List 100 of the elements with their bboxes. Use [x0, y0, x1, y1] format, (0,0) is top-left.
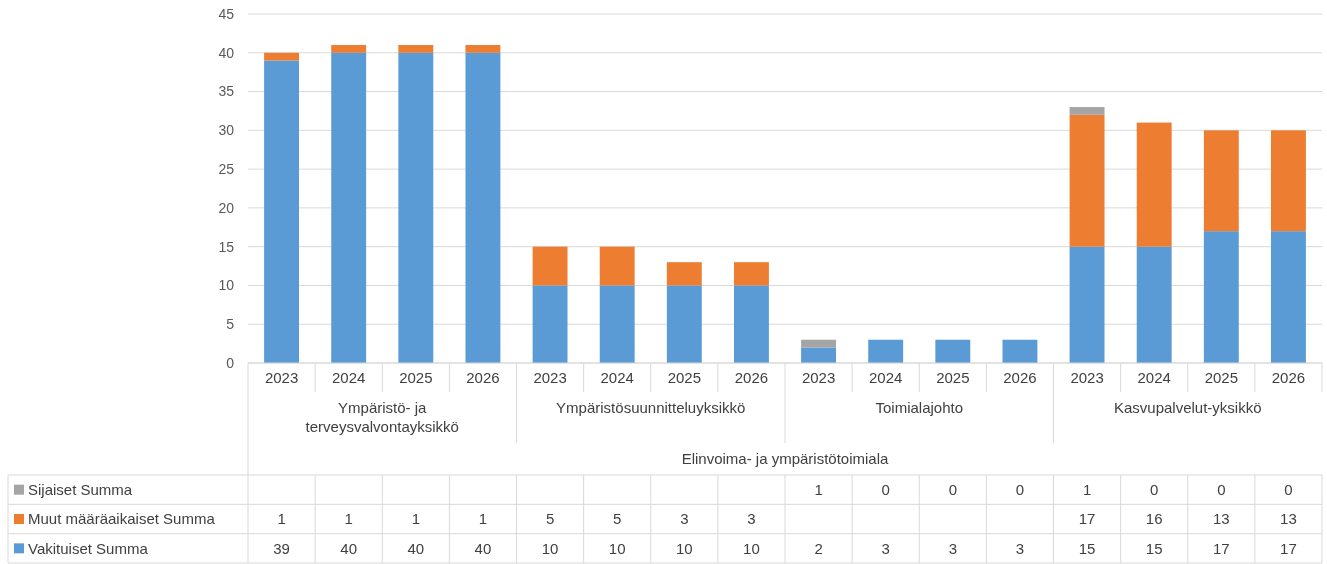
bar	[868, 339, 904, 363]
bar	[599, 285, 635, 363]
data-label: 10	[743, 539, 760, 557]
text: Ympäristösuunnitteluyksikkö	[556, 399, 746, 417]
bar	[666, 262, 702, 286]
bar	[1069, 107, 1105, 115]
data-label: 10	[608, 539, 626, 557]
bar	[1069, 114, 1105, 247]
bar	[465, 52, 501, 363]
data-label: 1	[344, 510, 353, 528]
data-label: 17	[1280, 539, 1297, 557]
data-label: 13	[1212, 510, 1230, 528]
bar	[331, 52, 367, 363]
data-label: 40	[340, 539, 358, 557]
data-label: 3	[680, 510, 689, 528]
data-label: 10	[675, 539, 693, 557]
data-label: 1	[1082, 480, 1092, 498]
data-label: 5	[613, 510, 622, 528]
text: Toimialajohto	[875, 399, 964, 417]
data-label: 3	[1015, 539, 1025, 557]
bar	[1069, 246, 1105, 363]
bar	[331, 45, 367, 53]
data-label: 0	[1284, 480, 1293, 498]
legend-label: Vakituiset Summa	[28, 539, 149, 557]
y-tick-label: 0	[226, 354, 235, 371]
y-tick-label: 25	[218, 161, 235, 178]
y-tick-label: 10	[218, 277, 235, 294]
y-tick-label: 30	[218, 122, 235, 139]
data-label: 5	[545, 510, 555, 528]
y-tick-label: 35	[218, 83, 235, 100]
data-label: 0	[1015, 480, 1025, 498]
x-tick-label: 2025	[399, 369, 433, 387]
text: Ympäristö- ja terveysvalvontayksikkö	[305, 399, 459, 436]
bar	[801, 339, 837, 348]
data-label: 40	[474, 539, 492, 557]
text: Kasvupalvelut-yksikkö	[1113, 399, 1262, 417]
bar	[398, 52, 434, 363]
data-label: 2	[814, 539, 823, 557]
bar	[1270, 130, 1306, 232]
bar	[666, 285, 702, 363]
x-tick-label: 2024	[332, 369, 366, 387]
bar	[465, 45, 501, 53]
data-label: 17	[1212, 539, 1230, 557]
x-tick-label: 2023	[801, 369, 836, 387]
y-tick-label: 45	[218, 5, 235, 22]
data-label: 39	[273, 539, 290, 557]
data-label: 10	[541, 539, 559, 557]
data-label: 40	[407, 539, 425, 557]
bar	[532, 246, 568, 286]
data-label: 1	[277, 510, 286, 528]
bar	[801, 347, 837, 363]
x-tick-label: 2026	[466, 369, 500, 387]
data-label: 0	[881, 480, 890, 498]
x-tick-label: 2024	[1137, 369, 1171, 387]
data-label: 1	[478, 510, 488, 528]
bar	[1270, 231, 1306, 363]
y-tick-label: 15	[218, 238, 235, 255]
text: Elinvoima- ja ympäristötoimiala	[681, 450, 890, 468]
x-tick-label: 2026	[1003, 369, 1037, 387]
bar	[264, 52, 300, 61]
x-tick-label: 2025	[936, 369, 970, 387]
data-label: 1	[411, 510, 420, 528]
legend-label: Sijaiset Summa	[28, 480, 133, 498]
y-tick-label: 40	[218, 44, 235, 61]
x-tick-label: 2023	[1070, 369, 1104, 387]
x-tick-label: 2025	[667, 369, 701, 387]
x-tick-label: 2024	[600, 369, 634, 387]
bar	[1203, 231, 1239, 363]
bar	[532, 285, 568, 363]
data-label: 1	[814, 480, 823, 498]
data-label: 0	[1217, 480, 1226, 498]
x-tick-label: 2024	[869, 369, 903, 387]
x-tick-label: 2025	[1204, 369, 1238, 387]
legend-label: Muut määräaikaiset Summa	[28, 510, 216, 528]
bar	[733, 262, 769, 286]
data-label: 3	[881, 539, 890, 557]
data-label: 17	[1078, 510, 1096, 528]
x-tick-label: 2026	[734, 369, 769, 387]
data-label: 0	[1150, 480, 1159, 498]
x-tick-label: 2023	[264, 369, 299, 387]
bar	[733, 285, 769, 363]
data-label: 16	[1145, 510, 1163, 528]
bar	[1002, 339, 1038, 363]
bar	[599, 246, 635, 286]
data-label: 0	[948, 480, 957, 498]
bar	[1136, 246, 1172, 363]
x-tick-label: 2026	[1271, 369, 1306, 387]
bar	[1136, 122, 1172, 247]
data-label: 3	[948, 539, 957, 557]
y-tick-label: 20	[218, 199, 235, 216]
data-label: 15	[1078, 539, 1096, 557]
bar	[1203, 130, 1239, 232]
x-tick-label: 2023	[533, 369, 567, 387]
y-tick-label: 5	[226, 316, 235, 333]
data-label: 15	[1145, 539, 1163, 557]
bar	[935, 339, 971, 363]
bar	[398, 45, 434, 53]
bar	[264, 60, 300, 363]
data-label: 13	[1280, 510, 1297, 528]
data-label: 3	[747, 510, 756, 528]
